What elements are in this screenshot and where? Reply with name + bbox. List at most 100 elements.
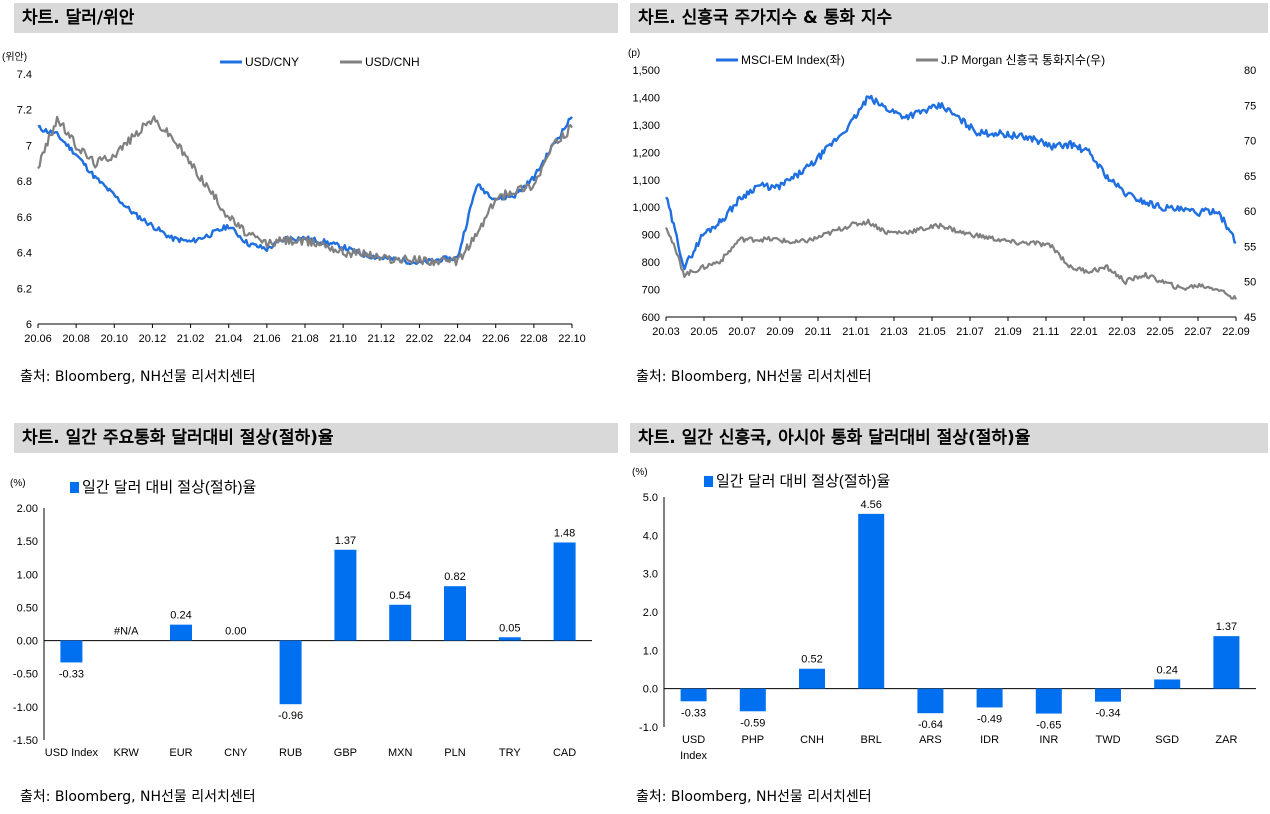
chart3-category-label-5: RUB bbox=[279, 747, 302, 759]
chart1-xtick-label: 21.08 bbox=[291, 333, 319, 345]
chart2-legend-label-2: J.P Morgan 신흥국 통화지수(우) bbox=[941, 53, 1105, 67]
chart3-legend-swatch bbox=[70, 482, 79, 493]
chart2-series-2-line bbox=[666, 220, 1236, 300]
chart3-ytick-label: 2.00 bbox=[17, 503, 38, 515]
chart2-xtick-label: 20.11 bbox=[805, 326, 832, 338]
chart4-bar-6 bbox=[977, 689, 1003, 708]
chart2-ytick-label: 600 bbox=[642, 312, 660, 324]
chart4-bar-2 bbox=[740, 689, 766, 712]
chart4-data-label-6: -0.49 bbox=[977, 713, 1002, 725]
chart1-xtick-label: 22.10 bbox=[558, 333, 586, 345]
chart4-category-label-4: BRL bbox=[860, 734, 881, 746]
chart1-legend-label-2: USD/CNH bbox=[365, 55, 420, 69]
charts-canvas: 66.26.46.66.877.27.4(위안)20.06 20.08 20.10 2… bbox=[0, 0, 1270, 814]
chart4-category-label-3: CNH bbox=[800, 734, 824, 746]
chart4-category-label-10: ZAR bbox=[1215, 734, 1237, 746]
chart1-xtick-label: 20.08 bbox=[62, 333, 90, 345]
chart3-bar-6 bbox=[334, 550, 356, 641]
chart2-xtick-label: 22.05 bbox=[1146, 326, 1174, 338]
chart1-xtick-label: 20.10 bbox=[101, 333, 129, 345]
chart4-data-label-7: -0.65 bbox=[1036, 720, 1061, 732]
chart4-category-label-6: IDR bbox=[980, 734, 999, 746]
chart3-category-label-1: USD Index bbox=[45, 747, 99, 759]
chart3-data-label-1: -0.33 bbox=[59, 668, 84, 680]
chart3-category-label-6: GBP bbox=[334, 747, 357, 759]
chart4-ytick-label: -1.0 bbox=[639, 722, 658, 734]
chart2-y2tick-label: 80 bbox=[1244, 65, 1256, 77]
chart4-category-label-1: USD bbox=[682, 734, 705, 746]
chart4-category-label-8: TWD bbox=[1095, 734, 1120, 746]
chart2-y2tick-label: 50 bbox=[1244, 277, 1256, 289]
chart2-ytick-label: 1,100 bbox=[632, 175, 660, 187]
chart2-unit-label: (p) bbox=[628, 48, 640, 59]
chart4-bar-7 bbox=[1036, 689, 1062, 714]
chart4-data-label-10: 1.37 bbox=[1216, 621, 1237, 633]
chart2-xtick-label: 21.07 bbox=[956, 326, 984, 338]
chart3-ytick-label: 0.00 bbox=[17, 636, 38, 648]
chart1-xtick-label: 22.02 bbox=[406, 333, 434, 345]
chart1-xtick-label: 21.06 bbox=[253, 333, 281, 345]
chart4-bar-9 bbox=[1154, 679, 1180, 688]
chart2-series-1-line bbox=[666, 96, 1236, 269]
chart3-ytick-label: -0.50 bbox=[13, 669, 38, 681]
chart4-data-label-3: 0.52 bbox=[801, 654, 822, 666]
chart2-y2tick-label: 55 bbox=[1244, 241, 1256, 253]
chart2-ytick-label: 800 bbox=[642, 257, 660, 269]
chart4-category-label-9: SGD bbox=[1155, 734, 1179, 746]
chart4-legend-label: 일간 달러 대비 절상(절하)율 bbox=[716, 473, 890, 490]
chart2-y2tick-label: 75 bbox=[1244, 100, 1256, 112]
chart1-xtick-label: 21.04 bbox=[215, 333, 243, 345]
chart3-bar-3 bbox=[170, 625, 192, 641]
chart2-ytick-label: 1,400 bbox=[632, 92, 660, 104]
chart2-ytick-label: 1,300 bbox=[632, 120, 660, 132]
chart3-category-label-7: MXN bbox=[388, 747, 413, 759]
chart1-xtick-label: 22.04 bbox=[444, 333, 472, 345]
chart2-xtick-label: 21.01 bbox=[842, 326, 870, 338]
chart2-y2tick-label: 60 bbox=[1244, 206, 1256, 218]
chart3-unit-label: (%) bbox=[10, 478, 26, 489]
chart4-category-label-7: INR bbox=[1039, 734, 1058, 746]
chart2-xtick-label: 22.03 bbox=[1108, 326, 1136, 338]
chart3-ytick-label: -1.00 bbox=[13, 702, 38, 714]
chart2-xtick-label: 21.03 bbox=[880, 326, 908, 338]
chart2-xtick-label: 20.03 bbox=[652, 326, 680, 338]
chart4-bar-3 bbox=[799, 669, 825, 689]
chart2-xtick-label: 22.01 bbox=[1070, 326, 1098, 338]
chart4-bar-10 bbox=[1213, 636, 1239, 689]
chart4-category-label-5: ARS bbox=[919, 734, 942, 746]
chart4-ytick-label: 5.0 bbox=[643, 492, 658, 504]
chart3-data-label-2: #N/A bbox=[114, 626, 139, 638]
chart4-ytick-label: 4.0 bbox=[643, 530, 658, 542]
chart3-ytick-label: 1.00 bbox=[17, 569, 38, 581]
chart2-y2tick-label: 45 bbox=[1244, 312, 1256, 324]
chart2-y2tick-label: 65 bbox=[1244, 171, 1256, 183]
chart3-category-label-9: TRY bbox=[499, 747, 521, 759]
chart1-ytick-label: 7.4 bbox=[17, 69, 32, 81]
chart1-xtick-label: 22.06 bbox=[482, 333, 510, 345]
chart3-category-label-8: PLN bbox=[444, 747, 465, 759]
chart4-data-label-2: -0.59 bbox=[740, 717, 765, 729]
chart1-ytick-label: 6.6 bbox=[17, 212, 32, 224]
chart3-category-label-4: CNY bbox=[224, 747, 248, 759]
chart2-y2tick-label: 70 bbox=[1244, 136, 1256, 148]
chart1-ytick-label: 6.8 bbox=[17, 176, 32, 188]
chart3-data-label-7: 0.54 bbox=[389, 590, 410, 602]
chart2-xtick-label: 21.05 bbox=[918, 326, 946, 338]
chart2-ytick-label: 1,500 bbox=[632, 65, 660, 77]
chart4-category-label-1: Index bbox=[680, 750, 707, 762]
chart2-ytick-label: 1,000 bbox=[632, 202, 660, 214]
chart2-legend-label-1: MSCI-EM Index(좌) bbox=[741, 53, 845, 67]
chart4-data-label-4: 4.56 bbox=[860, 499, 881, 511]
chart4-data-label-9: 0.24 bbox=[1156, 664, 1177, 676]
chart1-xtick-label: 21.02 bbox=[177, 333, 205, 345]
chart2-xtick-label: 22.09 bbox=[1222, 326, 1250, 338]
chart3-category-label-2: KRW bbox=[113, 747, 139, 759]
chart1-xtick-label: 21.12 bbox=[368, 333, 396, 345]
chart4-ytick-label: 2.0 bbox=[643, 607, 658, 619]
chart2-xtick-label: 20.09 bbox=[766, 326, 794, 338]
chart4-unit-label: (%) bbox=[632, 467, 648, 478]
chart3-ytick-label: 1.50 bbox=[17, 536, 38, 548]
chart3-legend-label: 일간 달러 대비 절상(절하)율 bbox=[82, 479, 256, 496]
chart3-data-label-4: 0.00 bbox=[225, 626, 246, 638]
chart3-bar-9 bbox=[499, 637, 521, 640]
